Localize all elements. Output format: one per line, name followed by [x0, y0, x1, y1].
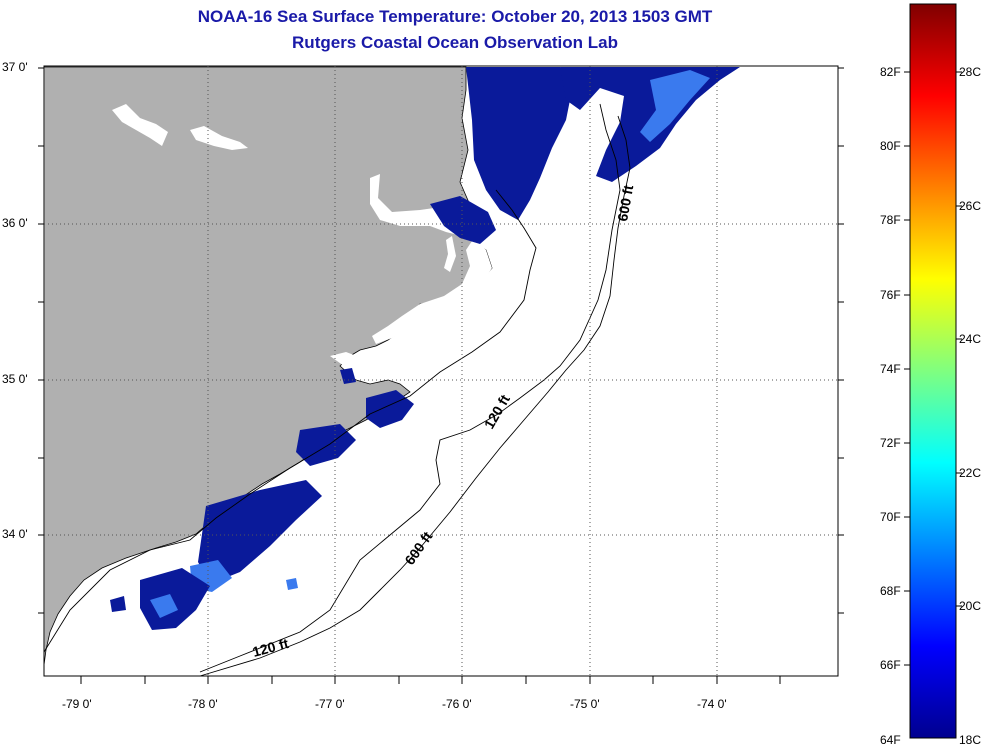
inland-lake-1	[112, 104, 168, 146]
lon-label-76: -76 0'	[442, 697, 472, 711]
lon-label-78: -78 0'	[188, 697, 218, 711]
colorbar-ticks	[904, 71, 962, 666]
isobath-600ft	[199, 115, 631, 677]
colorbar-f-82: 82F	[880, 65, 901, 79]
pamlico-sound	[372, 238, 492, 344]
colorbar-f-72: 72F	[880, 436, 901, 450]
inland-lake-2	[190, 126, 248, 150]
neuse-river	[330, 352, 372, 370]
colorbar-f-80: 80F	[880, 139, 901, 153]
lon-label-79: -79 0'	[62, 697, 92, 711]
colorbar-f-68: 68F	[880, 584, 901, 598]
sst-data-patches	[110, 67, 740, 630]
colorbar-f-64: 64F	[880, 733, 901, 747]
colorbar	[909, 3, 957, 739]
lon-label-77: -77 0'	[315, 697, 345, 711]
colorbar-f-78: 78F	[880, 213, 901, 227]
map-title: NOAA-16 Sea Surface Temperature: October…	[197, 7, 713, 26]
colorbar-c-26: 26C	[959, 199, 982, 213]
map-subtitle: Rutgers Coastal Ocean Observation Lab	[292, 33, 618, 52]
lat-label-37: 37 0'	[2, 60, 28, 74]
colorbar-c-20: 20C	[959, 599, 982, 613]
lat-label-36: 36 0'	[2, 216, 28, 230]
graticule	[44, 66, 838, 676]
colorbar-f-70: 70F	[880, 510, 901, 524]
colorbar-c-18: 18C	[959, 733, 982, 747]
lat-label-34: 34 0'	[2, 527, 28, 541]
isobath-contours	[43, 103, 631, 677]
contour-label-600ft-north: 600 ft	[614, 183, 636, 222]
colorbar-c-28: 28C	[959, 65, 982, 79]
colorbar-f-74: 74F	[880, 362, 901, 376]
lon-label-75: -75 0'	[570, 697, 600, 711]
isobath-120ft	[43, 189, 537, 653]
inland-river	[444, 236, 456, 272]
lon-label-74: -74 0'	[697, 697, 727, 711]
colorbar-f-66: 66F	[880, 658, 901, 672]
colorbar-c-24: 24C	[959, 332, 982, 346]
colorbar-f-76: 76F	[880, 288, 901, 302]
isobath-120ft-south	[199, 103, 621, 673]
colorbar-c-22: 22C	[959, 466, 982, 480]
axis-ticks	[38, 67, 844, 684]
lat-label-35: 35 0'	[2, 372, 28, 386]
